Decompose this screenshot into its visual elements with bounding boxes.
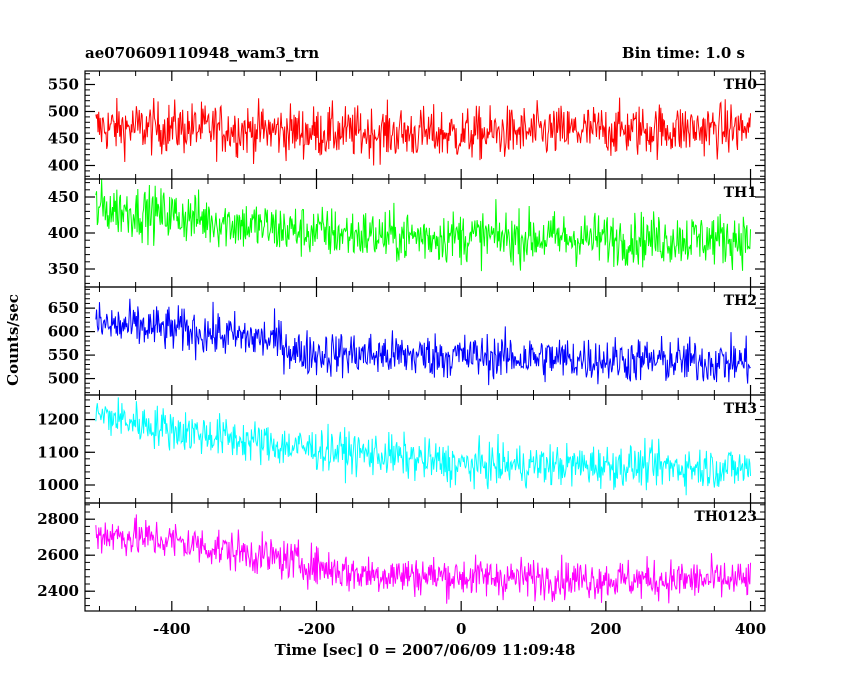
- y-tick-label: 350: [48, 260, 79, 278]
- x-tick-label: 0: [456, 620, 466, 638]
- y-tick-label: 650: [48, 299, 79, 317]
- series-th0123-line: [95, 514, 752, 604]
- y-tick-label: 550: [48, 76, 79, 94]
- panels-group: 400 450 500 550 TH0 350 400 450 TH1 500 550 600 650 T…: [37, 70, 766, 612]
- y-tick-label: 1000: [37, 476, 79, 494]
- panel-th3: 1000 1100 1200 TH3: [37, 394, 766, 504]
- y-tick-label: 400: [48, 157, 79, 175]
- y-tick-label: 1100: [37, 443, 79, 461]
- y-tick-label: 500: [48, 370, 79, 388]
- x-tick-label: -400: [153, 620, 191, 638]
- panel-label-th2: TH2: [724, 293, 757, 309]
- y-tick-label: 450: [48, 130, 79, 148]
- x-axis: -400 -200 0 200 400: [153, 620, 766, 638]
- series-th1-line: [95, 179, 752, 272]
- series-th2-line: [95, 298, 751, 386]
- panel-th0123: 2400 2600 2800 TH0123: [37, 502, 766, 612]
- series-th3-line: [95, 397, 752, 496]
- y-tick-label: 600: [48, 323, 79, 341]
- x-tick-label: -200: [298, 620, 336, 638]
- panel-label-th3: TH3: [724, 401, 757, 417]
- panel-label-th1: TH1: [724, 185, 757, 201]
- panel-th0: 400 450 500 550 TH0: [48, 70, 766, 180]
- y-tick-label: 1200: [37, 411, 79, 429]
- panel-frame: [84, 286, 766, 396]
- panel-label-th0: TH0: [724, 77, 758, 93]
- y-tick-label: 2800: [37, 510, 79, 528]
- x-tick-label: 200: [590, 620, 621, 638]
- y-tick-label: 2600: [37, 546, 79, 564]
- x-tick-label: 400: [735, 620, 766, 638]
- y-axis-title: Counts/sec: [4, 294, 22, 386]
- panel-th2: 500 550 600 650 TH2: [48, 286, 766, 396]
- panel-th1: 350 400 450 TH1: [48, 178, 766, 288]
- x-axis-title: Time [sec] 0 = 2007/06/09 11:09:48: [275, 641, 576, 659]
- chart-title-left: ae070609110948_wam3_trn: [85, 44, 319, 62]
- y-tick-label: 2400: [37, 582, 79, 600]
- series-th0-line: [95, 97, 752, 166]
- panel-label-th0123: TH0123: [694, 509, 757, 525]
- panel-frame: [84, 502, 766, 612]
- y-tick-label: 400: [48, 224, 79, 242]
- chart-title-right: Bin time: 1.0 s: [622, 44, 745, 62]
- y-tick-label: 550: [48, 346, 79, 364]
- y-tick-label: 500: [48, 103, 79, 121]
- y-tick-label: 450: [48, 188, 79, 206]
